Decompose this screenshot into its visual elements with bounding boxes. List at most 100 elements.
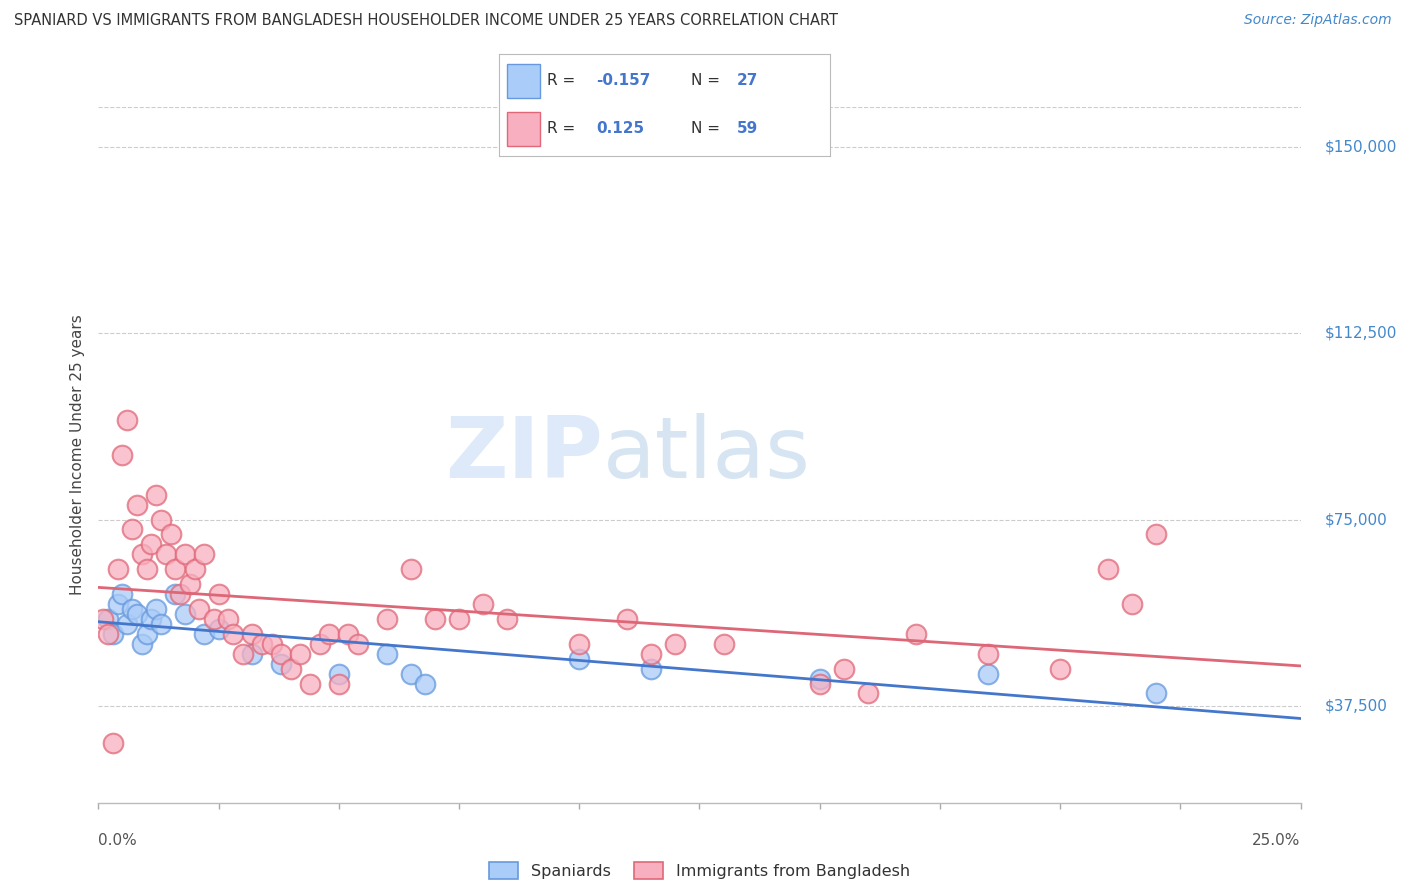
Point <box>856 686 879 700</box>
Point <box>270 657 292 671</box>
Point <box>308 637 330 651</box>
Point <box>240 647 263 661</box>
Point <box>664 637 686 651</box>
Point <box>1144 527 1167 541</box>
Point <box>149 616 172 631</box>
Point <box>135 562 157 576</box>
Text: R =: R = <box>547 121 581 136</box>
Text: 0.0%: 0.0% <box>98 832 138 847</box>
Point <box>240 627 263 641</box>
Point <box>125 498 148 512</box>
Point <box>260 637 283 651</box>
Point <box>165 587 187 601</box>
Point <box>713 637 735 651</box>
Point <box>232 647 254 661</box>
Y-axis label: Householder Income Under 25 years: Householder Income Under 25 years <box>69 315 84 595</box>
Text: 0.125: 0.125 <box>596 121 645 136</box>
Point <box>328 666 350 681</box>
Point <box>121 602 143 616</box>
Point <box>318 627 340 641</box>
Point <box>270 647 292 661</box>
Point <box>904 627 927 641</box>
Point <box>1144 686 1167 700</box>
Point <box>165 562 187 576</box>
Text: 27: 27 <box>737 73 758 88</box>
Point <box>121 523 143 537</box>
Point <box>375 612 398 626</box>
Text: 25.0%: 25.0% <box>1253 832 1301 847</box>
Text: ZIP: ZIP <box>446 413 603 497</box>
Point <box>1121 597 1143 611</box>
Point <box>107 562 129 576</box>
Point <box>101 736 124 750</box>
Text: $37,500: $37,500 <box>1324 698 1388 714</box>
Point <box>117 413 139 427</box>
Point <box>347 637 370 651</box>
Point <box>183 562 205 576</box>
Point <box>375 647 398 661</box>
Point <box>193 547 215 561</box>
Point <box>616 612 638 626</box>
Point <box>101 627 124 641</box>
Point <box>208 587 231 601</box>
Point <box>337 627 360 641</box>
Text: SPANIARD VS IMMIGRANTS FROM BANGLADESH HOUSEHOLDER INCOME UNDER 25 YEARS CORRELA: SPANIARD VS IMMIGRANTS FROM BANGLADESH H… <box>14 13 838 29</box>
Text: -0.157: -0.157 <box>596 73 651 88</box>
Point <box>149 512 172 526</box>
Point <box>174 547 197 561</box>
Point <box>808 672 831 686</box>
Point <box>193 627 215 641</box>
Point <box>399 562 422 576</box>
Point <box>832 662 855 676</box>
Point <box>97 612 120 626</box>
Point <box>328 676 350 690</box>
Point <box>145 602 167 616</box>
Point <box>145 488 167 502</box>
Point <box>131 637 153 651</box>
Point <box>496 612 519 626</box>
Point <box>399 666 422 681</box>
Point <box>217 612 239 626</box>
Bar <box>508 112 540 145</box>
Point <box>188 602 211 616</box>
Point <box>111 448 134 462</box>
Text: Source: ZipAtlas.com: Source: ZipAtlas.com <box>1244 13 1392 28</box>
Point <box>111 587 134 601</box>
Point <box>222 627 245 641</box>
Text: $150,000: $150,000 <box>1324 139 1398 154</box>
Point <box>640 647 662 661</box>
Point <box>290 647 312 661</box>
Point <box>977 666 1000 681</box>
Legend: Spaniards, Immigrants from Bangladesh: Spaniards, Immigrants from Bangladesh <box>482 856 917 885</box>
Point <box>135 627 157 641</box>
Point <box>179 577 201 591</box>
Point <box>208 622 231 636</box>
Point <box>174 607 197 621</box>
Point <box>155 547 177 561</box>
Point <box>280 662 302 676</box>
Point <box>447 612 470 626</box>
Point <box>808 676 831 690</box>
Point <box>202 612 225 626</box>
Point <box>159 527 181 541</box>
Point <box>131 547 153 561</box>
Point <box>125 607 148 621</box>
Point <box>169 587 191 601</box>
Point <box>1049 662 1071 676</box>
Point <box>141 612 163 626</box>
Point <box>423 612 446 626</box>
Point <box>107 597 129 611</box>
Point <box>97 627 120 641</box>
Point <box>415 676 437 690</box>
Point <box>1097 562 1119 576</box>
Text: $112,500: $112,500 <box>1324 326 1398 341</box>
Point <box>568 637 591 651</box>
Point <box>117 616 139 631</box>
Text: atlas: atlas <box>603 413 811 497</box>
Text: $75,000: $75,000 <box>1324 512 1388 527</box>
Point <box>141 537 163 551</box>
Point <box>568 651 591 665</box>
Point <box>472 597 495 611</box>
Text: 59: 59 <box>737 121 758 136</box>
Point <box>977 647 1000 661</box>
